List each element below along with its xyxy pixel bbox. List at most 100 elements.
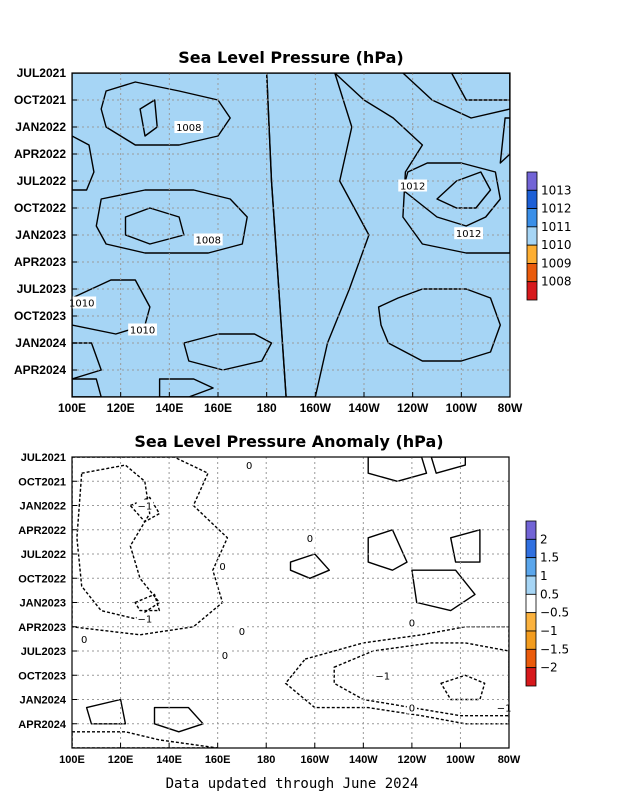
- x-tick-label: 160E: [205, 754, 231, 766]
- slp-anomaly-chart: Sea Level Pressure Anomaly (hPa) −1 0 0 0 −1…: [18, 432, 569, 766]
- colorbar-label: 2: [540, 532, 548, 546]
- colorbar-swatch: [526, 189, 538, 209]
- contour-label-bg: [67, 296, 97, 309]
- colorbar: 2 1.5 1 0.5 −0.5 −1 −1.5 −2: [525, 520, 569, 687]
- contour-region-a-05: [430, 457, 466, 474]
- contour-region-p1012: [499, 117, 510, 164]
- contour-region-p1012: [334, 73, 510, 254]
- x-tick-label: 100E: [58, 401, 86, 415]
- y-tick-label: APR2023: [18, 622, 66, 634]
- contour-label-bg: [217, 560, 228, 573]
- footer-note: Data updated through June 2024: [166, 776, 419, 792]
- colorbar-label: −2: [540, 661, 558, 675]
- contour-label-bg: [219, 649, 231, 662]
- y-tick-label: JAN2022: [20, 501, 66, 513]
- colorbar-swatch: [525, 538, 537, 559]
- chart-title: Sea Level Pressure Anomaly (hPa): [134, 432, 443, 451]
- contour-label-layer: −1 0 0 0 −1 0 0 0 0 −1 0 −1: [79, 459, 513, 715]
- contour-label-bg: [136, 612, 154, 625]
- contour-label-bg: [406, 701, 417, 714]
- contour-region-a-n15: [134, 593, 161, 612]
- colorbar-label: 1012: [541, 202, 572, 216]
- colorbar-swatch: [525, 612, 537, 632]
- y-tick-label: JUL2023: [17, 282, 67, 296]
- x-tick-label: 100W: [446, 754, 475, 766]
- colorbar-swatch: [526, 281, 538, 301]
- colorbar-swatch: [525, 630, 537, 650]
- y-tick-label: JUL2023: [21, 646, 66, 658]
- x-tick-label: 100W: [446, 401, 478, 415]
- x-tick-label: 180: [257, 754, 275, 766]
- y-tick-label: JAN2023: [15, 228, 66, 242]
- slp-chart: Sea Level Pressure (hPa) 100810081012101…: [14, 48, 572, 415]
- contour-region-a-05: [367, 529, 408, 571]
- chart-title: Sea Level Pressure (hPa): [178, 48, 403, 67]
- contour-region-p1014: [436, 171, 492, 209]
- y-tick-label: OCT2023: [18, 670, 66, 682]
- colorbar-swatch: [525, 575, 537, 595]
- contour-label-bg: [236, 624, 248, 637]
- x-axis: 100E 120E 140E 160E 180 160W 140W 120W 100W 80W: [58, 392, 523, 415]
- colorbar-label: 1010: [541, 238, 572, 252]
- y-tick-label: APR2022: [18, 525, 66, 537]
- contour-label: 0: [307, 534, 313, 545]
- contour-label-bg: [454, 227, 484, 240]
- x-tick-label: 140E: [155, 401, 183, 415]
- contour-label-bg: [304, 531, 316, 544]
- grid-lines: [72, 73, 510, 397]
- y-tick-label: OCT2022: [14, 201, 66, 215]
- y-tick-label: OCT2021: [18, 476, 66, 488]
- y-tick-label: JUL2021: [17, 66, 67, 80]
- colorbar-swatch: [526, 226, 538, 246]
- colorbar-label: −1.5: [540, 642, 569, 656]
- y-tick-label: APR2023: [14, 255, 66, 269]
- contour-label-bg: [495, 701, 513, 714]
- colorbar-swatch: [525, 593, 537, 614]
- y-tick-label: JUL2022: [17, 174, 67, 188]
- y-tick-label: JAN2024: [20, 695, 67, 707]
- contour-label-bg: [79, 632, 90, 645]
- contour-label: 0: [239, 627, 245, 638]
- x-tick-label: 100E: [59, 754, 85, 766]
- y-tick-label: JUL2021: [21, 452, 66, 464]
- x-tick-label: 80W: [498, 401, 523, 415]
- contour-region-p1009: [100, 81, 231, 146]
- y-axis: JUL2021 OCT2021 JAN2022 APR2022 JUL2022 OCT20…: [14, 66, 77, 377]
- y-tick-label: OCT2021: [14, 93, 66, 107]
- contour-region-a-n1: [333, 642, 509, 717]
- x-tick-label: 160W: [300, 754, 329, 766]
- contour-region-p1013: [402, 162, 501, 227]
- contour-label: 1012: [456, 229, 481, 240]
- contour-label-bg: [406, 616, 417, 629]
- contour-region-p1009: [183, 333, 273, 371]
- x-tick-label: 140E: [156, 754, 182, 766]
- contour-region-p1011: [377, 288, 501, 362]
- contour-label: −1: [497, 704, 512, 715]
- contour-region-a-05: [289, 553, 330, 579]
- contour-label: 0: [81, 635, 87, 646]
- colorbar-swatch: [525, 667, 537, 687]
- x-tick-label: 120W: [398, 754, 427, 766]
- y-tick-label: JAN2023: [20, 598, 66, 610]
- contour-label: 1010: [130, 326, 155, 337]
- colorbar-label: 1.5: [540, 551, 559, 565]
- x-tick-label: 120E: [108, 754, 134, 766]
- contour-label: −1: [137, 615, 152, 626]
- contour-label: 0: [246, 461, 252, 472]
- colorbar-label: 1009: [541, 256, 572, 270]
- contour-region-a-05: [85, 698, 127, 725]
- x-tick-label: 140W: [348, 401, 380, 415]
- x-tick-label: 160W: [300, 401, 332, 415]
- contour-region-p1014: [450, 73, 510, 101]
- contour-region-p1011: [72, 342, 102, 380]
- contour-region-p1009: [95, 189, 248, 254]
- x-tick-label: 140W: [349, 754, 378, 766]
- contour-label: 1008: [196, 236, 221, 247]
- contour-label: 1010: [69, 299, 94, 310]
- y-tick-label: APR2024: [14, 363, 66, 377]
- x-tick-label: 160E: [204, 401, 232, 415]
- y-tick-label: JAN2024: [15, 336, 66, 350]
- contour-label: 1012: [400, 182, 425, 193]
- contour-region-p1013: [402, 73, 510, 119]
